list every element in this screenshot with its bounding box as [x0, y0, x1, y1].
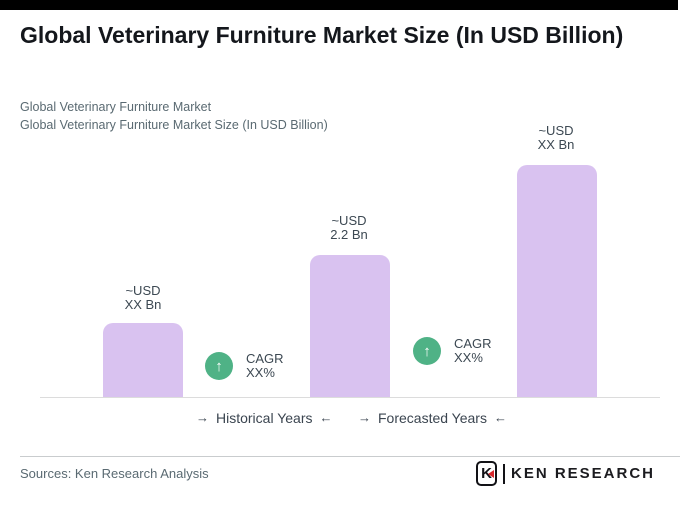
logo-divider [502, 463, 505, 484]
bar-value-line: ~USD [538, 123, 574, 138]
sources-text: Sources: Ken Research Analysis [20, 466, 209, 481]
cagr-label-line: XX% [246, 365, 275, 380]
up-arrow-icon: ↑ [205, 352, 233, 380]
top-accent-bar [0, 0, 678, 10]
cagr-label: CAGR XX% [246, 352, 284, 380]
logo-wordmark: KEN RESEARCH [510, 465, 655, 482]
market-bar-current [310, 255, 390, 397]
market-bar-forecast [517, 165, 597, 397]
bar-value-line: ~USD [331, 213, 367, 228]
arrow-left-icon: ← [493, 410, 507, 425]
arrow-right-icon: → [358, 410, 371, 425]
up-arrow-glyph: ↑ [215, 357, 223, 375]
bar-value-line: XX Bn [124, 297, 162, 312]
up-arrow-icon: ↑ [413, 337, 441, 365]
chart-baseline [40, 397, 660, 398]
logo-k-icon: K [475, 461, 497, 486]
bar-value-label: ~USD XX Bn [506, 124, 606, 152]
cagr-label-line: CAGR [454, 336, 492, 351]
logo-k-letter: K [481, 465, 492, 482]
cagr-label-line: CAGR [246, 351, 284, 366]
ken-research-logo: K KEN RESEARCH [475, 461, 655, 486]
axis-phase-label: Forecasted Years [378, 410, 487, 426]
bar-value-label: ~USD XX Bn [93, 284, 193, 312]
axis-phase-forecasted: → Forecasted Years ← [358, 410, 507, 426]
axis-phase-historical: → Historical Years ← [196, 410, 333, 426]
up-arrow-glyph: ↑ [423, 342, 431, 360]
bar-value-line: 2.2 Bn [330, 227, 368, 242]
cagr-label-line: XX% [454, 350, 483, 365]
bar-value-line: XX Bn [537, 137, 575, 152]
page-title: Global Veterinary Furniture Market Size … [20, 22, 624, 48]
subtitle-line-2: Global Veterinary Furniture Market Size … [20, 118, 328, 132]
cagr-label: CAGR XX% [454, 337, 492, 365]
bar-value-label: ~USD 2.2 Bn [299, 214, 399, 242]
axis-phase-label: Historical Years [216, 410, 313, 426]
cagr-badge: ↑ CAGR XX% [205, 352, 284, 380]
footer-divider [20, 456, 680, 457]
arrow-left-icon: ← [319, 410, 333, 425]
arrow-right-icon: → [196, 410, 209, 425]
logo-red-triangle-icon [487, 469, 494, 478]
market-bar-historical [103, 323, 183, 397]
bar-value-line: ~USD [125, 283, 161, 298]
cagr-badge: ↑ CAGR XX% [413, 337, 492, 365]
subtitle-line-1: Global Veterinary Furniture Market [20, 100, 212, 114]
